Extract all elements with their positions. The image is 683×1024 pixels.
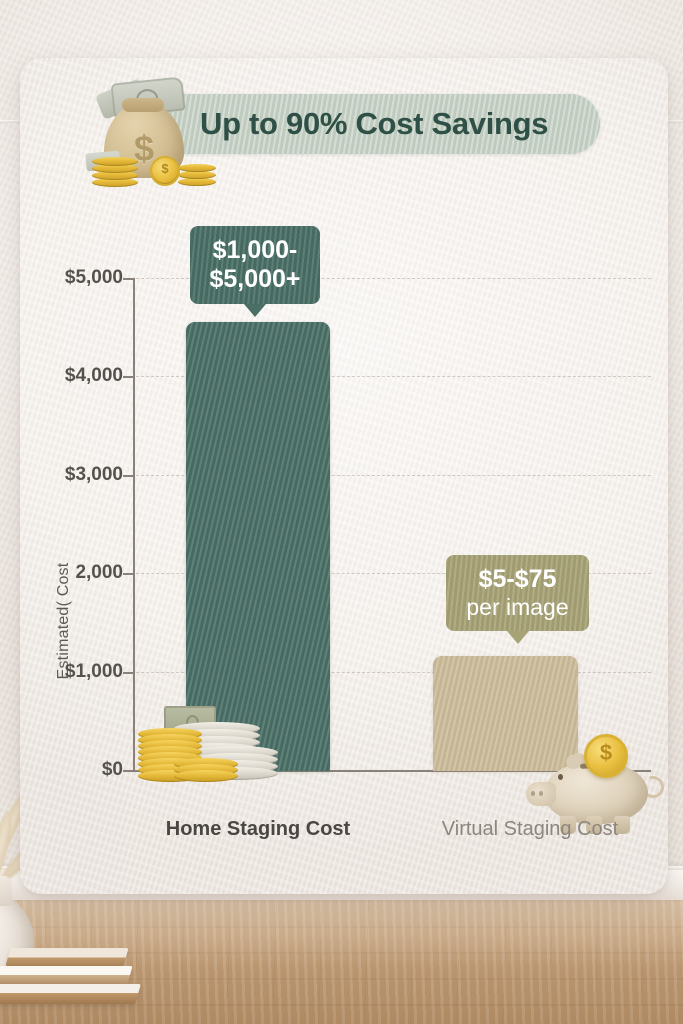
dollar-sign-icon: $: [133, 128, 155, 169]
x-axis-line: [133, 770, 651, 772]
callout-line-2: $5,000+: [209, 265, 301, 293]
header-banner: Up to 90% Cost Savings: [150, 94, 600, 154]
callout-texture: [446, 555, 589, 631]
y-axis-line: [133, 278, 135, 771]
money-bag-icon: $ $: [85, 76, 216, 190]
callout-line-2: per image: [466, 594, 569, 620]
callout-line-1: $1,000-: [212, 236, 298, 264]
gold-coin-icon: $: [150, 156, 180, 186]
gridline: [136, 573, 651, 574]
piggy-bank-icon: $: [526, 734, 668, 836]
callout-tail: [506, 631, 529, 644]
pig-snout: [526, 782, 556, 806]
coin-pile-icon: [130, 706, 290, 782]
x-tick-label-home-staging: Home Staging Cost: [165, 818, 351, 840]
x-tick-label-virtual-staging: Virtual Staging Cost: [441, 818, 619, 840]
y-tick-label: 2,000: [75, 562, 123, 583]
y-tick-label: $5,000: [64, 267, 123, 288]
gold-coin-icon: $: [584, 734, 628, 778]
gridline: [136, 672, 651, 673]
bar-chart: Estimated( Cost $5,000 $4,000 $3,000: [20, 58, 668, 894]
pig-leg: [614, 816, 630, 834]
callout-virtual-staging: $5-$75 per image: [446, 555, 589, 644]
stacked-books: [0, 948, 160, 1018]
gridline: [136, 376, 651, 377]
bar-virtual-staging-cost[interactable]: [433, 656, 578, 771]
gridline: [136, 475, 651, 476]
chart-poster: Up to 90% Cost Savings $ $: [20, 58, 668, 894]
y-tick-label: $3,000: [64, 464, 123, 485]
pig-leg: [560, 816, 576, 834]
callout-line-1: $5-$75: [478, 565, 557, 593]
book: [5, 948, 129, 966]
room-decor: [0, 772, 164, 1024]
banner-texture: [150, 94, 600, 154]
bar-texture: [433, 656, 578, 771]
book: [0, 984, 141, 1004]
pig-leg: [586, 816, 602, 834]
gridline: [136, 278, 651, 279]
callout-texture: [190, 226, 320, 304]
vase-neck: [0, 876, 12, 906]
y-tick-label: $4,000: [64, 365, 123, 386]
callout-home-staging: $1,000- $5,000+: [190, 226, 320, 317]
book: [0, 966, 133, 984]
bar-texture: [186, 322, 330, 771]
page-title: Up to 90% Cost Savings: [200, 106, 549, 141]
y-tick-label: $1,000: [64, 661, 123, 682]
bag-neck: [122, 98, 164, 112]
bar-home-staging-cost[interactable]: [186, 322, 330, 771]
callout-tail: [244, 304, 266, 317]
y-tick-label: $0: [101, 759, 123, 780]
pig-eye: [558, 774, 563, 780]
